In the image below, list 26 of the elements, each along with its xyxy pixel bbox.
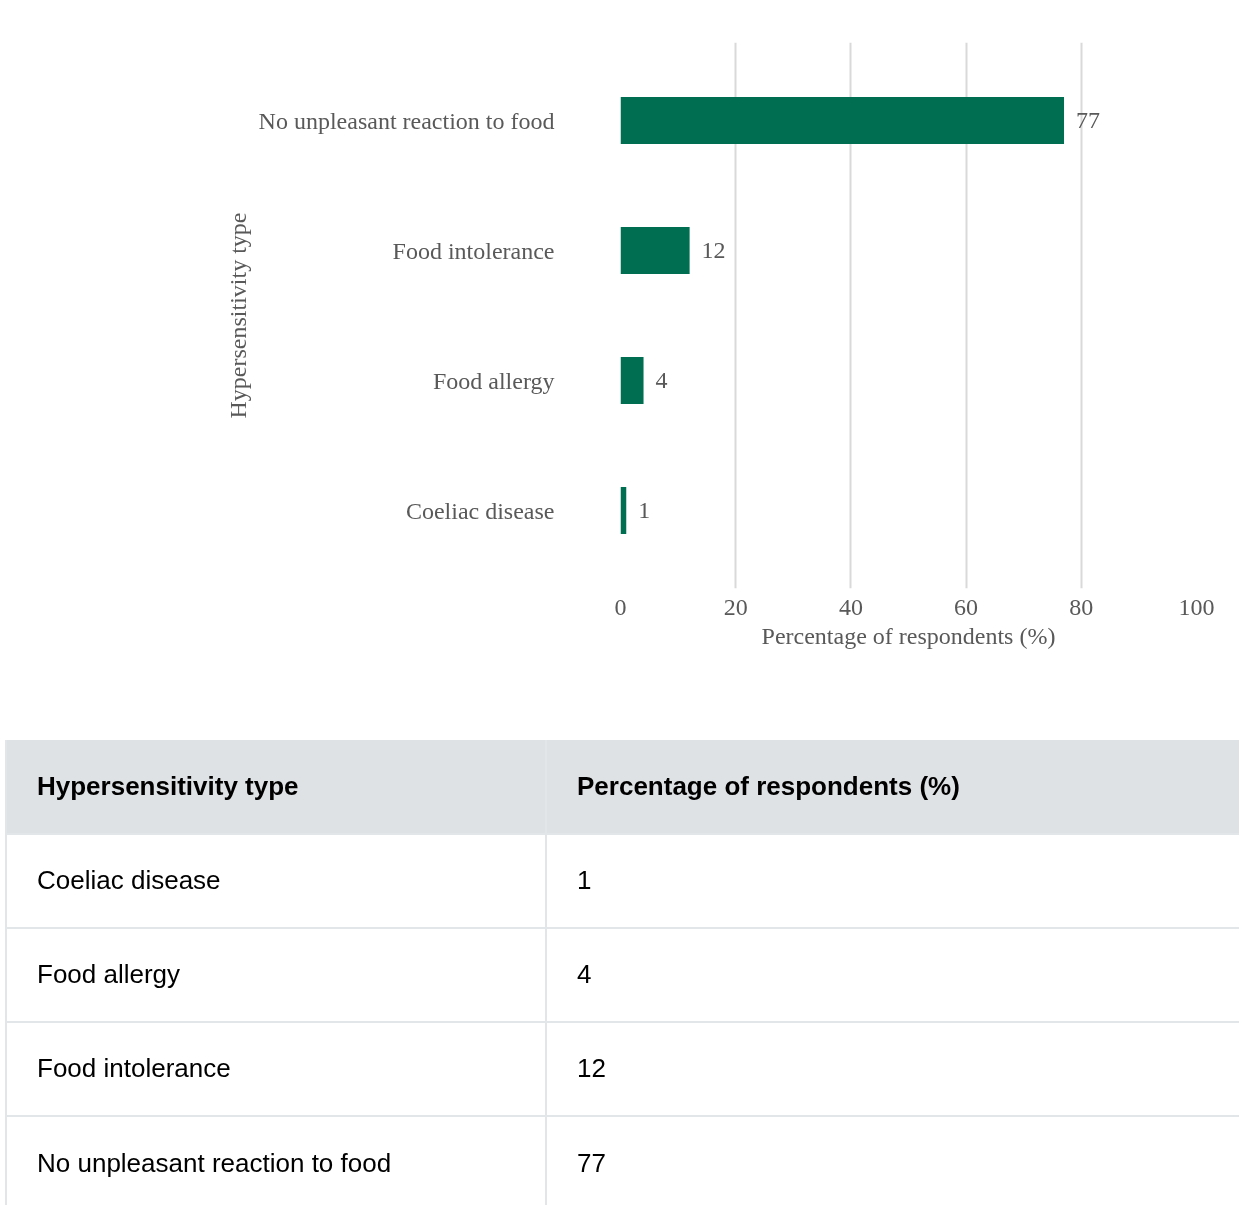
text: 1 xyxy=(577,865,592,896)
x-tick-label: 0 xyxy=(614,593,627,620)
category-label: Food allergy xyxy=(37,959,181,990)
x-tick-label: 80 xyxy=(1069,593,1094,620)
y-tick-label: No unpleasant reaction to food xyxy=(258,107,555,134)
data-label: 4 xyxy=(655,367,668,393)
category-label: No unpleasant reaction to food xyxy=(37,1147,392,1178)
data-label: 12 xyxy=(701,237,726,263)
y-axis-title: Hypersensitivity type xyxy=(224,212,251,419)
text: Hypersensitivity type xyxy=(37,770,299,801)
text: 12 xyxy=(577,1053,606,1084)
text: Percentage of respondents (%) xyxy=(577,770,960,801)
category-label: Food intolerance xyxy=(37,1053,231,1084)
text: 77 xyxy=(577,1147,606,1178)
data-label: 77 xyxy=(1076,107,1101,133)
x-tick-label: 60 xyxy=(954,593,979,620)
text: 4 xyxy=(577,959,592,990)
x-tick-label: 100 xyxy=(1178,593,1215,620)
y-tick-label: Food intolerance xyxy=(392,237,555,264)
category-label: Coeliac disease xyxy=(37,865,221,896)
y-tick-label: Food allergy xyxy=(432,367,555,394)
x-tick-label: 40 xyxy=(838,593,863,620)
x-axis-title: Percentage of respondents (%) xyxy=(761,622,1056,649)
y-tick-label: Coeliac disease xyxy=(405,497,555,524)
x-tick-label: 20 xyxy=(723,593,748,620)
data-label: 1 xyxy=(638,497,651,523)
